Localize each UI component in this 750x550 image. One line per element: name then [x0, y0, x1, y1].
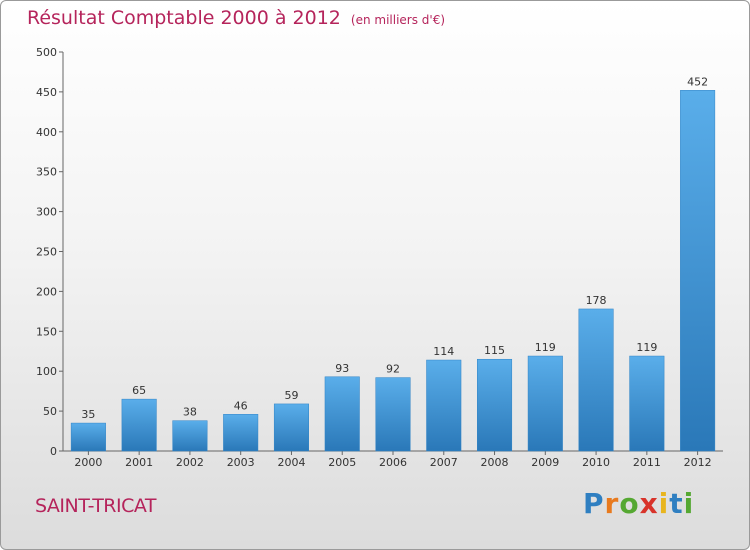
x-tick-label-2009: 2009: [531, 456, 559, 469]
chart-title: Résultat Comptable 2000 à 2012 (en millie…: [27, 7, 445, 29]
bar-2003: [223, 414, 259, 452]
value-label-2008: 115: [484, 344, 505, 357]
x-tick-label-2011: 2011: [633, 456, 661, 469]
bar-2010: [578, 308, 614, 452]
x-tick-label-2006: 2006: [379, 456, 407, 469]
x-tick-label-2003: 2003: [227, 456, 255, 469]
value-label-2001: 65: [132, 384, 146, 397]
x-tick-label-2002: 2002: [176, 456, 204, 469]
chart-title-text: Résultat Comptable 2000 à 2012: [27, 7, 341, 29]
value-label-2002: 38: [183, 406, 197, 419]
x-tick-label-2004: 2004: [277, 456, 305, 469]
value-label-2010: 178: [586, 294, 607, 307]
value-label-2011: 119: [636, 341, 657, 354]
bar-2012: [680, 90, 716, 452]
y-tick-label: 450: [36, 86, 57, 99]
value-label-2003: 46: [234, 399, 248, 412]
x-tick-label-2000: 2000: [74, 456, 102, 469]
value-label-2004: 59: [284, 389, 298, 402]
value-label-2012: 452: [687, 75, 708, 88]
y-tick-label: 250: [36, 246, 57, 259]
y-tick-label: 500: [36, 46, 57, 59]
value-label-2000: 35: [81, 408, 95, 421]
bar-2001: [121, 398, 157, 452]
commune-name: SAINT-TRICAT: [35, 495, 157, 517]
y-tick-label: 50: [43, 405, 57, 418]
x-tick-label-2012: 2012: [684, 456, 712, 469]
bar-2004: [273, 403, 309, 452]
bar-2009: [527, 355, 563, 452]
bar-2002: [172, 420, 208, 452]
y-tick-label: 200: [36, 285, 57, 298]
x-tick-label-2008: 2008: [481, 456, 509, 469]
bar-2005: [324, 376, 360, 452]
x-tick-label-2001: 2001: [125, 456, 153, 469]
y-tick-label: 300: [36, 206, 57, 219]
value-label-2009: 119: [535, 341, 556, 354]
x-tick-label-2010: 2010: [582, 456, 610, 469]
x-tick-label-2007: 2007: [430, 456, 458, 469]
y-tick-label: 350: [36, 166, 57, 179]
chart-unit: (en milliers d'€): [350, 13, 446, 27]
proxiti-logo: Proxiti: [583, 487, 695, 520]
y-tick-label: 0: [50, 445, 57, 458]
y-tick-label: 100: [36, 365, 57, 378]
value-label-2005: 93: [335, 362, 349, 375]
bar-2008: [477, 358, 513, 452]
bar-2007: [426, 359, 462, 452]
value-label-2006: 92: [386, 363, 400, 376]
y-tick-label: 150: [36, 325, 57, 338]
x-tick-label-2005: 2005: [328, 456, 356, 469]
y-tick-label: 400: [36, 126, 57, 139]
bar-2011: [629, 355, 665, 452]
bar-2006: [375, 377, 411, 452]
value-label-2007: 114: [433, 345, 454, 358]
bar-2000: [70, 422, 106, 452]
